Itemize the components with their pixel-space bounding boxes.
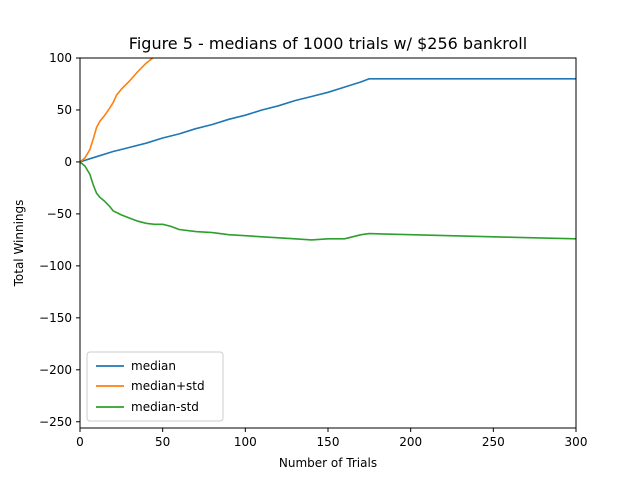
series-line-median-std [80, 161, 576, 241]
y-tick-label: −250 [39, 415, 72, 429]
x-tick-label: 0 [76, 435, 84, 449]
legend-label-median-plus-std: median+std [131, 379, 205, 393]
x-axis-ticks: 0 50 100 150 200 250 300 [76, 428, 587, 449]
y-axis-ticks: 100 50 0 −50 −100 −150 −200 −250 [39, 51, 80, 429]
y-tick-label: 50 [57, 103, 72, 117]
y-tick-label: 0 [64, 155, 72, 169]
y-tick-label: −50 [47, 207, 72, 221]
y-tick-label: −100 [39, 259, 72, 273]
chart-title: Figure 5 - medians of 1000 trials w/ $25… [129, 34, 527, 53]
y-tick-label: −200 [39, 363, 72, 377]
x-axis-label: Number of Trials [279, 456, 377, 470]
y-tick-label: −150 [39, 311, 72, 325]
x-tick-label: 250 [482, 435, 505, 449]
series-line-median [80, 78, 576, 163]
x-tick-label: 150 [317, 435, 340, 449]
legend-box [86, 351, 224, 422]
x-tick-label: 200 [399, 435, 422, 449]
x-tick-label: 100 [234, 435, 257, 449]
legend-label-median: median [131, 359, 176, 373]
y-tick-label: 100 [49, 51, 72, 65]
x-tick-label: 300 [565, 435, 588, 449]
series-line-median-std [80, 58, 154, 163]
x-tick-label: 50 [155, 435, 170, 449]
y-axis-label: Total Winnings [12, 200, 26, 288]
legend: median median+std median-std [86, 351, 224, 422]
legend-label-median-minus-std: median-std [131, 400, 199, 414]
